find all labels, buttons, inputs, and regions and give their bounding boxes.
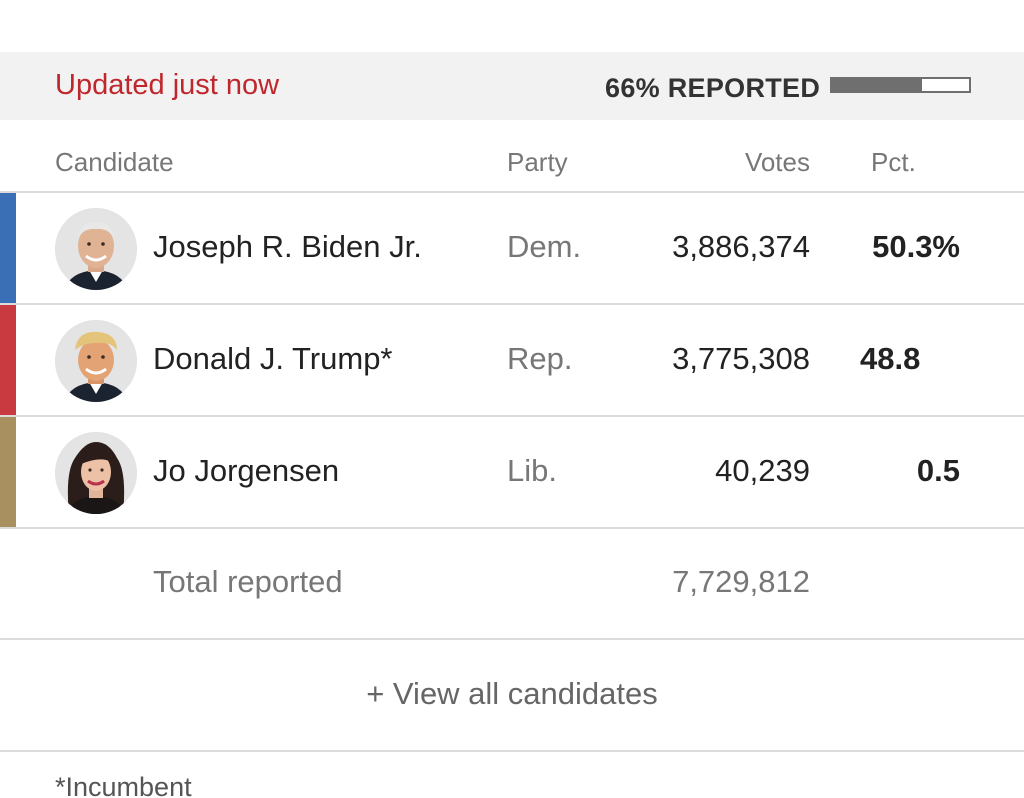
candidate-pct: 0.5 xyxy=(916,453,960,488)
divider xyxy=(0,303,1024,305)
candidate-votes: 3,775,308 xyxy=(672,341,810,376)
candidate-party: Rep. xyxy=(507,341,573,376)
table-row-trump: Donald J. Trump* Rep. 3,775,308 48.8 xyxy=(0,305,1024,415)
header-votes: Votes xyxy=(744,147,810,177)
candidate-name: Jo Jorgensen xyxy=(153,453,340,488)
party-color-stripe xyxy=(0,193,16,303)
candidate-party: Lib. xyxy=(507,453,557,488)
table-row-jorgensen: Jo Jorgensen Lib. 40,239 0.5 xyxy=(0,417,1024,527)
total-reported-votes: 7,729,812 xyxy=(672,564,810,599)
avatar xyxy=(55,208,137,290)
header-candidate: Candidate xyxy=(55,147,174,177)
header-pct: Pct. xyxy=(871,147,916,177)
candidate-name: Joseph R. Biden Jr. xyxy=(153,229,422,264)
divider xyxy=(0,750,1024,752)
candidate-votes: 40,239 xyxy=(715,453,810,488)
candidate-pct: 48.8 xyxy=(860,341,921,376)
divider xyxy=(0,191,1024,193)
avatar xyxy=(55,320,137,402)
incumbent-footnote: *Incumbent xyxy=(55,772,192,798)
total-reported-label: Total reported xyxy=(153,564,343,599)
avatar xyxy=(55,432,137,514)
reported-label: 66% REPORTED xyxy=(605,73,821,103)
candidate-pct: 50.3% xyxy=(872,229,960,264)
party-color-stripe xyxy=(0,305,16,415)
updated-timestamp: Updated just now xyxy=(55,69,280,101)
divider xyxy=(0,638,1024,640)
divider xyxy=(0,415,1024,417)
candidate-party: Dem. xyxy=(507,229,582,264)
candidate-votes: 3,886,374 xyxy=(672,229,810,264)
divider xyxy=(0,527,1024,529)
party-color-stripe xyxy=(0,417,16,527)
reporting-progress-fill xyxy=(832,79,923,91)
view-all-candidates-button[interactable]: + View all candidates xyxy=(366,676,658,711)
table-row-biden: Joseph R. Biden Jr. Dem. 3,886,374 50.3% xyxy=(0,193,1024,303)
candidate-name: Donald J. Trump* xyxy=(153,341,393,376)
reporting-progress-bar xyxy=(830,77,971,93)
header-party: Party xyxy=(507,147,568,177)
